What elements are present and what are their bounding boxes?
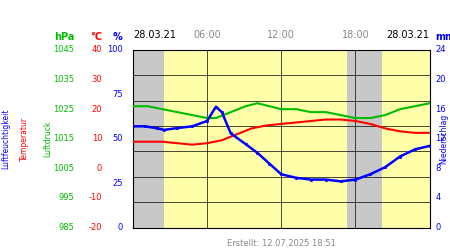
Bar — [164, 50, 346, 228]
Text: 0: 0 — [97, 164, 102, 173]
Bar — [382, 50, 430, 228]
Text: 985: 985 — [58, 223, 74, 232]
Text: 0: 0 — [117, 223, 123, 232]
Text: 20: 20 — [435, 75, 446, 84]
Text: °C: °C — [90, 32, 102, 42]
Text: %: % — [113, 32, 123, 42]
Text: 75: 75 — [112, 90, 123, 99]
Text: 06:00: 06:00 — [193, 30, 221, 40]
Text: Temperatur: Temperatur — [20, 117, 29, 161]
Text: 1045: 1045 — [53, 46, 74, 54]
Text: 16: 16 — [435, 105, 446, 114]
Text: 24: 24 — [435, 46, 446, 54]
Text: 4: 4 — [435, 194, 441, 202]
Bar — [133, 50, 164, 228]
Text: Niederschlag: Niederschlag — [440, 114, 449, 164]
Text: 25: 25 — [112, 178, 123, 188]
Text: 1005: 1005 — [53, 164, 74, 173]
Text: 1025: 1025 — [53, 105, 74, 114]
Text: mm/h: mm/h — [435, 32, 450, 42]
Text: Luftfeuchtigkeit: Luftfeuchtigkeit — [1, 108, 10, 169]
Text: Erstellt: 12.07.2025 18:51: Erstellt: 12.07.2025 18:51 — [227, 238, 336, 248]
Text: 12: 12 — [435, 134, 446, 143]
Text: 50: 50 — [112, 134, 123, 143]
Text: 1035: 1035 — [53, 75, 74, 84]
Text: -20: -20 — [89, 223, 102, 232]
Text: 20: 20 — [92, 105, 102, 114]
Text: 30: 30 — [91, 75, 102, 84]
Text: 8: 8 — [435, 164, 441, 173]
Text: 10: 10 — [92, 134, 102, 143]
Text: -10: -10 — [89, 194, 102, 202]
Text: 0: 0 — [435, 223, 441, 232]
Text: hPa: hPa — [54, 32, 74, 42]
Text: 28.03.21: 28.03.21 — [387, 30, 430, 40]
Text: 28.03.21: 28.03.21 — [133, 30, 176, 40]
Text: 18:00: 18:00 — [342, 30, 369, 40]
Text: 1015: 1015 — [53, 134, 74, 143]
Text: Luftdruck: Luftdruck — [44, 120, 53, 157]
Text: 12:00: 12:00 — [267, 30, 295, 40]
Text: 100: 100 — [107, 46, 123, 54]
Bar — [346, 50, 382, 228]
Text: 995: 995 — [58, 194, 74, 202]
Text: 40: 40 — [92, 46, 102, 54]
